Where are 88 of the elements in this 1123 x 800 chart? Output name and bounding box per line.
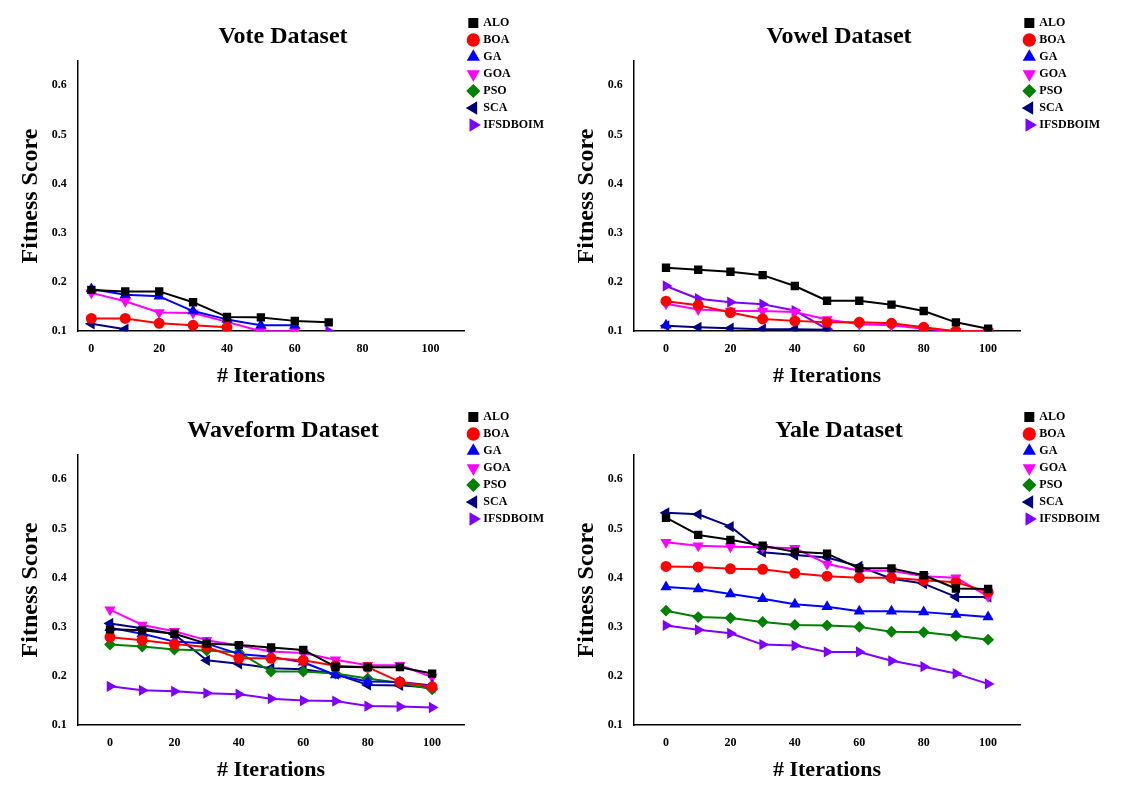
legend-label: GOA [483,66,511,81]
legend-label: SCA [483,494,508,509]
x-tick-label: 0 [107,735,114,750]
x-tick-label: 80 [917,341,930,356]
x-tick-label: 20 [724,341,737,356]
y-tick-label: 0.1 [51,717,67,732]
legend-label: ALO [483,15,510,30]
y-tick-label: 0.5 [607,520,623,535]
chart-title: Waveform Dataset [187,415,379,442]
legend-label: GA [483,443,502,458]
y-tick-label: 0.1 [607,717,623,732]
x-tick-label: 0 [663,341,670,356]
x-axis-title: # Iterations [216,756,326,782]
x-tick-label: 100 [979,735,998,750]
legend-label: IFSDBOIM [1039,117,1101,132]
x-tick-label: 0 [663,735,670,750]
x-tick-label: 20 [168,735,181,750]
legend-label: ALO [1039,409,1066,424]
x-tick-label: 100 [421,341,440,356]
x-axis-title: # Iterations [216,362,326,388]
x-axis-title: # Iterations [772,756,882,782]
legend-label: GA [1039,49,1058,64]
legend-label: BOA [1039,426,1066,441]
legend-label: IFSDBOIM [1039,511,1101,526]
y-tick-label: 0.3 [51,618,67,633]
x-tick-label: 60 [853,341,866,356]
x-tick-label: 20 [724,735,737,750]
y-tick-label: 0.3 [51,224,67,239]
chart-title: Vote Dataset [218,21,348,48]
y-tick-label: 0.2 [51,668,67,683]
y-tick-label: 0.6 [51,471,67,486]
y-axis-title: Fitness Score [571,522,598,658]
y-tick-label: 0.5 [51,520,67,535]
y-tick-label: 0.2 [607,274,623,289]
y-tick-label: 0.4 [51,175,67,190]
y-tick-label: 0.3 [607,618,623,633]
legend-label: SCA [483,100,508,115]
y-tick-label: 0.6 [51,77,67,92]
legend-label: BOA [483,426,510,441]
x-tick-label: 40 [788,735,801,750]
y-tick-label: 0.4 [51,569,67,584]
x-tick-label: 0 [88,341,95,356]
legend-label: BOA [1039,32,1066,47]
legend-label: PSO [1039,477,1063,492]
y-tick-label: 0.4 [607,569,623,584]
chart-title: Yale Dataset [775,415,903,442]
y-tick-label: 0.4 [607,175,623,190]
y-axis-title: Fitness Score [15,522,42,658]
x-tick-label: 100 [979,341,998,356]
y-tick-label: 0.2 [607,668,623,683]
legend-label: BOA [483,32,510,47]
chart-title: Vowel Dataset [766,21,912,48]
x-tick-label: 40 [232,735,245,750]
legend-label: GOA [483,460,511,475]
x-tick-label: 80 [356,341,369,356]
legend-label: PSO [1039,83,1063,98]
y-tick-label: 0.2 [51,274,67,289]
x-tick-label: 80 [361,735,374,750]
legend-label: ALO [483,409,510,424]
x-tick-label: 100 [423,735,442,750]
legend-label: IFSDBOIM [483,511,545,526]
legend-label: PSO [483,83,507,98]
x-axis-title: # Iterations [772,362,882,388]
y-tick-label: 0.3 [607,224,623,239]
x-tick-label: 60 [297,735,310,750]
legend-label: ALO [1039,15,1066,30]
x-tick-label: 80 [917,735,930,750]
y-tick-label: 0.5 [51,126,67,141]
x-tick-label: 20 [153,341,166,356]
y-tick-label: 0.6 [607,471,623,486]
y-tick-label: 0.1 [51,323,67,338]
legend-label: IFSDBOIM [483,117,545,132]
legend-label: GOA [1039,460,1067,475]
legend-label: PSO [483,477,507,492]
y-axis-title: Fitness Score [15,128,42,264]
y-axis-title: Fitness Score [571,128,598,264]
legend-label: GA [1039,443,1058,458]
legend-label: SCA [1039,100,1064,115]
legend-label: GA [483,49,502,64]
x-tick-label: 40 [788,341,801,356]
x-tick-label: 60 [853,735,866,750]
y-tick-label: 0.1 [607,323,623,338]
legend-label: SCA [1039,494,1064,509]
y-tick-label: 0.5 [607,126,623,141]
x-tick-label: 60 [288,341,301,356]
legend-label: GOA [1039,66,1067,81]
x-tick-label: 40 [220,341,233,356]
y-tick-label: 0.6 [607,77,623,92]
